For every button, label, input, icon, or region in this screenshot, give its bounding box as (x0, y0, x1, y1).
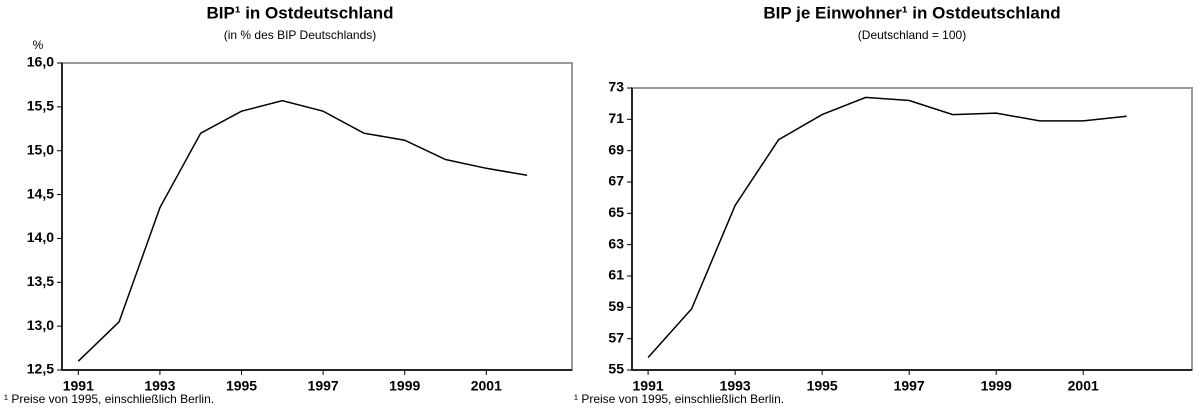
x-tick-label: 1991 (633, 378, 664, 394)
plot-frame (631, 87, 1193, 371)
x-tick-label: 2001 (471, 378, 502, 394)
x-tick-label: 1995 (807, 378, 838, 394)
y-axis-label: % (33, 38, 44, 52)
x-tick-label: 1999 (981, 378, 1012, 394)
x-tick-label: 1995 (226, 378, 257, 394)
x-tick-label: 1993 (720, 378, 751, 394)
y-tick-label: 65 (608, 204, 624, 220)
chart-title: BIP je Einwohner¹ in Ostdeutschland (763, 3, 1060, 22)
y-tick-label: 73 (608, 79, 624, 95)
y-tick-label: 13,5 (27, 273, 54, 289)
chart-subtitle: (in % des BIP Deutschlands) (224, 28, 377, 42)
y-tick-label: 15,0 (27, 141, 54, 157)
footnote: ¹ Preise von 1995, einschließlich Berlin… (574, 392, 784, 406)
y-tick-label: 14,0 (27, 229, 54, 245)
x-tick-label: 1993 (144, 378, 175, 394)
data-line (647, 96, 1127, 359)
y-tick-label: 59 (608, 298, 624, 314)
chart-subtitle: (Deutschland = 100) (858, 28, 966, 42)
footnote: ¹ Preise von 1995, einschließlich Berlin… (4, 392, 214, 406)
y-tick-label: 57 (608, 329, 624, 345)
y-tick-label: 63 (608, 235, 624, 251)
data-line (77, 99, 528, 362)
y-tick-label: 15,5 (27, 98, 54, 114)
y-tick-label: 12,5 (27, 361, 54, 377)
y-tick-label: 16,0 (27, 54, 54, 70)
y-tick-label: 13,0 (27, 317, 54, 333)
chart-title: BIP¹ in Ostdeutschland (206, 3, 393, 22)
x-tick-label: 2001 (1068, 378, 1099, 394)
y-tick-label: 71 (608, 110, 624, 126)
x-tick-label: 1997 (894, 378, 925, 394)
y-tick-label: 69 (608, 141, 624, 157)
y-tick-label: 61 (608, 267, 624, 283)
x-tick-label: 1999 (389, 378, 420, 394)
x-tick-label: 1997 (308, 378, 339, 394)
y-tick-label: 55 (608, 361, 624, 377)
x-tick-label: 1991 (63, 378, 94, 394)
y-tick-label: 67 (608, 173, 624, 189)
y-tick-label: 14,5 (27, 185, 54, 201)
